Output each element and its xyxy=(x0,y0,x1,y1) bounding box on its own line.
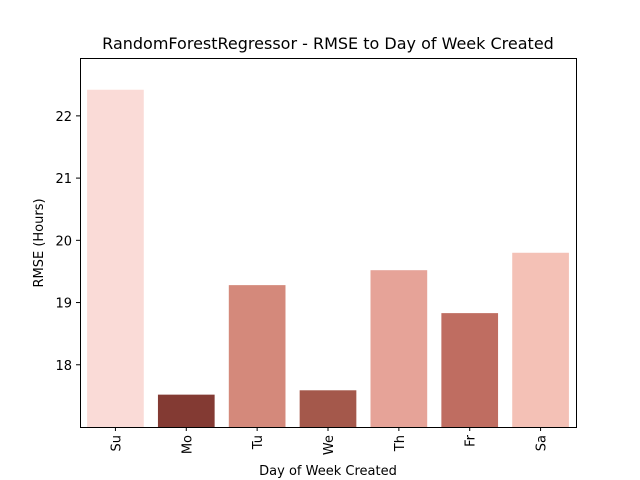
x-tick-label: We xyxy=(322,435,337,455)
bars-group xyxy=(87,89,569,428)
y-axis: 18 19 20 21 22 xyxy=(55,110,80,374)
x-tick-label: Mo xyxy=(180,435,195,454)
x-tick-label: Fr xyxy=(464,434,479,447)
x-tick-label: Su xyxy=(109,435,124,452)
bar-tu xyxy=(228,285,286,427)
y-tick-label: 22 xyxy=(55,110,72,125)
y-tick-label: 19 xyxy=(55,297,72,312)
bar-su xyxy=(87,89,144,428)
bar-sa xyxy=(512,252,569,427)
bar-fr xyxy=(441,313,499,427)
x-axis: Su Mo Tu We Th Fr Sa xyxy=(109,427,550,455)
y-axis-label: RMSE (Hours) xyxy=(32,198,47,287)
bar-th xyxy=(370,270,428,427)
plot-frame xyxy=(80,58,577,428)
bar-we xyxy=(299,390,357,427)
x-axis-label: Day of Week Created xyxy=(259,464,397,479)
chart-title: RandomForestRegressor - RMSE to Day of W… xyxy=(102,34,554,53)
y-tick-label: 21 xyxy=(55,172,72,187)
y-tick-label: 18 xyxy=(55,359,72,374)
bar-mo xyxy=(157,394,215,427)
x-tick-label: Th xyxy=(393,435,408,452)
y-tick-label: 20 xyxy=(55,234,72,249)
x-tick-label: Tu xyxy=(251,435,266,450)
x-tick-label: Sa xyxy=(535,435,550,451)
